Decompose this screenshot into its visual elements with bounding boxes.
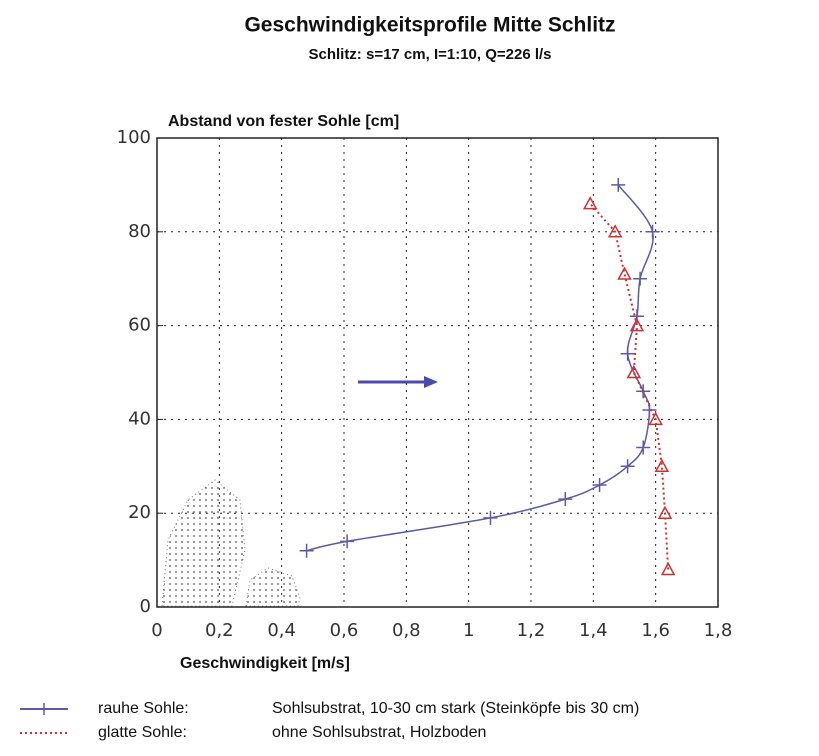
- point-marker: [592, 478, 607, 493]
- point-marker: [660, 561, 676, 576]
- point-marker: [620, 459, 635, 474]
- point-marker: [299, 543, 314, 558]
- chart-title: Geschwindigkeitsprofile Mitte Schlitz: [244, 14, 615, 37]
- point-marker: [340, 534, 355, 549]
- flow-arrow: [358, 376, 438, 388]
- stones: [161, 479, 301, 607]
- legend-description: ohne Sohlsubstrat, Holzboden: [272, 724, 486, 741]
- x-tick-label: 1,8: [704, 620, 733, 641]
- point-marker: [645, 224, 660, 239]
- x-tick-label: 1,6: [641, 620, 670, 641]
- legend-label: rauhe Sohle:: [98, 700, 189, 717]
- series-line: [589, 202, 670, 570]
- legend: rauhe Sohle: Sohlsubstrat, 10-30 cm stark…: [20, 700, 639, 741]
- point-marker: [633, 271, 648, 286]
- y-tick-label: 20: [128, 502, 151, 523]
- y-tick-label: 60: [128, 315, 151, 336]
- x-tick-label: 1: [463, 620, 474, 641]
- point-marker: [629, 318, 645, 332]
- chart-subtitle: Schlitz: s=17 cm, I=1:10, Q=226 l/s: [308, 46, 551, 63]
- series-line: [306, 184, 654, 552]
- y-tick-label: 40: [128, 408, 151, 429]
- y-tick-label: 0: [140, 596, 151, 617]
- x-tick-label: 0: [151, 620, 162, 641]
- x-tick-label: 0,4: [267, 620, 296, 641]
- point-marker: [620, 346, 635, 361]
- x-tick-label: 0,2: [205, 620, 234, 641]
- point-marker: [626, 364, 642, 379]
- point-marker: [636, 440, 651, 455]
- legend-description: Sohlsubstrat, 10-30 cm stark (Steinköpfe…: [272, 700, 639, 717]
- y-tick-label: 100: [117, 127, 151, 148]
- x-tick-label: 0,6: [330, 620, 359, 641]
- x-tick-label: 1,4: [579, 620, 608, 641]
- x-axis-label: Geschwindigkeit [m/s]: [180, 655, 350, 672]
- point-marker: [483, 510, 498, 525]
- point-marker: [582, 196, 598, 210]
- x-tick-label: 1,2: [517, 620, 546, 641]
- point-marker: [654, 458, 670, 473]
- y-axis-label: Abstand von fester Sohle [cm]: [168, 113, 399, 130]
- x-tick-label: 0,8: [392, 620, 421, 641]
- point-marker: [607, 224, 623, 238]
- point-marker: [648, 411, 663, 426]
- point-marker: [611, 177, 626, 192]
- legend-label: glatte Sohle:: [98, 724, 187, 741]
- point-marker: [558, 492, 573, 507]
- y-tick-label: 80: [128, 221, 151, 242]
- plot-frame: [156, 137, 719, 608]
- point-marker: [657, 505, 673, 519]
- point-marker: [617, 266, 632, 280]
